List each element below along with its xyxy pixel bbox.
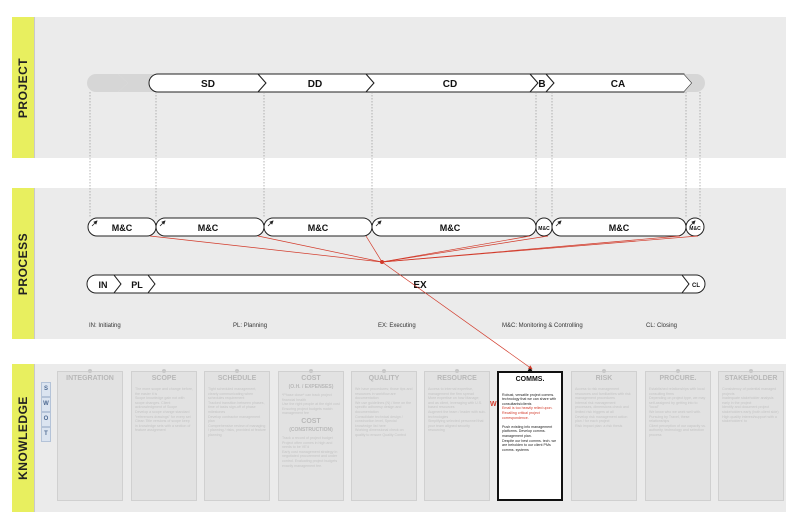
legend-initiating: IN: Initiating xyxy=(89,323,121,329)
knowledge-card-risk: RISK Access to risk management resources… xyxy=(571,371,637,501)
knowledge-body: The more scope and change before, the ea… xyxy=(135,387,193,433)
mc-label-1: M&C xyxy=(112,223,133,233)
knowledge-subtitle-2: (CONSTRUCTION) xyxy=(289,426,333,433)
knowledge-card-quality: QUALITY We have procedures; those tips a… xyxy=(351,371,417,501)
knowledge-body: *Phase close* can track project financia… xyxy=(282,393,340,416)
knowledge-title: RISK xyxy=(595,375,613,382)
knowledge-band-label: KNOWLEDGE xyxy=(12,364,35,512)
knowledge-body: Access to risk management resources and … xyxy=(575,387,631,428)
knowledge-card-procure: PROCURE. Established relationships with … xyxy=(645,371,711,501)
process-label-pl: PL xyxy=(131,280,143,290)
knowledge-body: We have procedures; those tips and resou… xyxy=(355,387,413,437)
phase-label-cd: CD xyxy=(443,79,457,90)
knowledge-body: Established relationships with local con… xyxy=(649,387,706,437)
mc-label-7: M&C xyxy=(689,226,701,232)
process-label-in: IN xyxy=(99,280,108,290)
process-band-label: PROCESS xyxy=(12,188,35,339)
swot-t: T xyxy=(41,427,51,442)
mc-label-5: M&C xyxy=(538,226,550,232)
swot-w: W xyxy=(41,397,51,412)
knowledge-body-2: Track a record of project budget Project… xyxy=(282,435,338,468)
knowledge-title: QUALITY xyxy=(368,375,400,382)
legend-executing: EX: Executing xyxy=(378,323,416,329)
mc-label-6: M&C xyxy=(609,223,630,233)
knowledge-card-comms[interactable]: COMMS. Robust, versatile project comms. … xyxy=(497,371,563,501)
knowledge-title: COST xyxy=(301,375,321,382)
mc-loops xyxy=(87,217,705,237)
knowledge-body xyxy=(58,383,122,387)
swot-s: S xyxy=(41,382,51,397)
phase-label-b: B xyxy=(538,79,545,90)
knowledge-card-cost: COST (O.H. / EXPENSES) *Phase close* can… xyxy=(278,371,344,501)
knowledge-title: COMMS. xyxy=(515,376,545,383)
knowledge-title-2: COST xyxy=(301,417,321,425)
knowledge-title: INTEGRATION xyxy=(66,375,114,382)
process-chevron-cl xyxy=(680,274,706,294)
swot-o: O xyxy=(41,412,51,427)
knowledge-body: Access to internal expertise, management… xyxy=(428,387,486,433)
knowledge-body: Consistency of potential managed project… xyxy=(722,387,779,424)
project-lead-chevron-1 xyxy=(87,74,128,92)
legend-planning: PL: Planning xyxy=(233,323,268,329)
knowledge-card-scope: SCOPE The more scope and change before, … xyxy=(131,371,197,501)
knowledge-subtitle: (O.H. / EXPENSES) xyxy=(288,384,334,390)
knowledge-card-integration: INTEGRATION xyxy=(57,371,123,501)
knowledge-card-resource: RESOURCE Access to internal expertise, m… xyxy=(424,371,490,501)
knowledge-title: PROCURE. xyxy=(659,375,697,382)
phase-label-dd: DD xyxy=(308,79,322,90)
knowledge-body: Tight scheduled management, clearly comm… xyxy=(208,387,266,437)
knowledge-weakness-highlight: Email is too heavily relied upon. Recall… xyxy=(502,406,553,420)
knowledge-title: SCOPE xyxy=(151,375,177,382)
project-band-label: PROJECT xyxy=(12,17,35,158)
knowledge-card-stakeholder: STAKEHOLDER Consistency of potential man… xyxy=(718,371,784,501)
knowledge-title: SCHEDULE xyxy=(217,375,257,382)
mc-label-3: M&C xyxy=(308,223,329,233)
mc-label-4: M&C xyxy=(440,223,461,233)
project-lead-chevron-2 xyxy=(118,74,158,92)
phase-label-ca: CA xyxy=(611,79,625,90)
knowledge-body: Robust, versatile project comms. technol… xyxy=(502,392,557,452)
mc-label-2: M&C xyxy=(198,223,219,233)
phase-guide-lines xyxy=(89,92,701,218)
process-label-cl: CL xyxy=(692,283,700,289)
knowledge-title: RESOURCE xyxy=(437,375,477,382)
process-label-ex: EX xyxy=(413,280,427,291)
legend-monitoring: M&C: Monitoring & Controlling xyxy=(502,323,583,329)
phase-label-sd: SD xyxy=(201,79,215,90)
project-trail-chevron xyxy=(684,74,705,92)
knowledge-title: STAKEHOLDER xyxy=(724,375,778,382)
process-band: PROCESS xyxy=(12,188,786,339)
comms-connectors xyxy=(149,235,699,370)
legend-closing: CL: Closing xyxy=(646,323,678,329)
connector-hub-dot xyxy=(380,260,384,264)
knowledge-card-schedule: SCHEDULE Tight scheduled management, cle… xyxy=(204,371,270,501)
